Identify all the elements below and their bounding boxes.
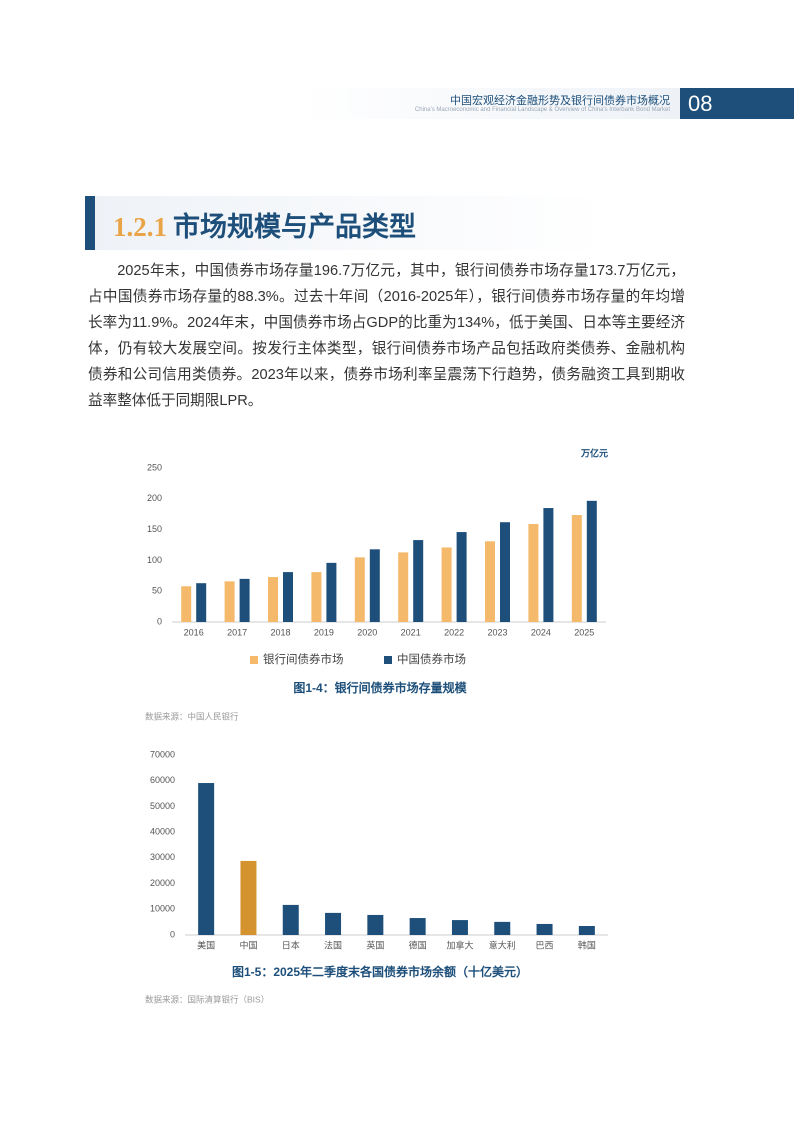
x-tick-label: 2023 (487, 627, 507, 637)
bar (536, 923, 553, 935)
legend-label: 银行间债券市场 (263, 652, 344, 666)
x-tick-label: 加拿大 (446, 939, 473, 950)
y-tick-label: 40000 (150, 827, 175, 837)
bar (578, 926, 595, 935)
header-title: 中国宏观经济金融形势及银行间债券市场概况 (450, 95, 670, 107)
y-tick-label: 20000 (150, 878, 175, 888)
bar (239, 578, 250, 622)
bar (283, 572, 293, 622)
bar (409, 918, 426, 935)
y-tick-label: 50 (152, 586, 162, 596)
section-heading: 1.2.1 市场规模与产品类型 (113, 205, 416, 244)
header-band (300, 88, 680, 119)
bar (311, 572, 322, 622)
bar (198, 783, 215, 935)
y-tick-label: 0 (157, 616, 162, 626)
x-tick-label: 2022 (444, 627, 464, 637)
page-number: 08 (680, 88, 794, 119)
x-tick-label: 意大利 (489, 939, 516, 950)
y-tick-label: 50000 (150, 801, 175, 811)
legend-swatch (384, 656, 392, 664)
paragraph: 2025年末，中国债券市场存量196.7万亿元，其中，银行间债券市场存量173.… (88, 263, 685, 409)
x-tick-label: 巴西 (536, 940, 554, 950)
section-bar (85, 196, 95, 250)
bar (240, 860, 257, 935)
bar (586, 500, 597, 622)
bar (326, 562, 337, 622)
x-tick-label: 英国 (366, 939, 384, 950)
y-tick-label: 100 (147, 555, 162, 565)
bar (494, 921, 511, 935)
bar (282, 904, 299, 935)
x-tick-label: 法国 (324, 939, 342, 950)
chart-caption: 图1-5：2025年二季度末各国债券市场余额（十亿美元） (232, 964, 528, 979)
unit-label: 万亿元 (580, 447, 608, 458)
bar (441, 547, 452, 622)
y-tick-label: 30000 (150, 852, 175, 862)
bar (268, 577, 278, 622)
y-tick-label: 200 (147, 493, 162, 503)
x-tick-label: 2020 (357, 627, 377, 637)
chart-source: 数据来源：国际清算银行（BIS） (145, 994, 269, 1004)
x-tick-label: 2021 (401, 627, 421, 637)
bar (413, 540, 424, 622)
bar (367, 914, 384, 935)
y-tick-label: 60000 (150, 775, 175, 785)
bar (528, 524, 539, 622)
section-background (85, 196, 605, 250)
y-tick-label: 150 (147, 524, 162, 534)
legend-label: 中国债券市场 (397, 652, 466, 666)
section-number: 1.2.1 (113, 212, 167, 242)
chart-caption: 图1-4：银行间债券市场存量规模 (293, 680, 467, 695)
x-tick-label: 美国 (197, 939, 215, 950)
y-tick-label: 10000 (150, 904, 175, 914)
header-subtitle: China's Macroeconomic and Financial Land… (414, 107, 670, 113)
x-tick-label: 德国 (409, 939, 427, 950)
x-tick-label: 2018 (270, 627, 290, 637)
bar (543, 508, 554, 622)
y-tick-label: 0 (170, 929, 175, 939)
x-tick-label: 日本 (282, 939, 300, 950)
x-tick-label: 2025 (574, 627, 594, 637)
chart-source: 数据来源：中国人民银行 (145, 711, 239, 721)
bar (485, 541, 495, 622)
bar (224, 581, 235, 622)
section-title: 市场规模与产品类型 (173, 212, 416, 242)
bar (369, 549, 380, 622)
x-tick-label: 2016 (184, 627, 204, 637)
legend-swatch (250, 656, 258, 664)
bar (456, 532, 467, 622)
x-tick-label: 2017 (227, 627, 247, 637)
bar (196, 583, 207, 622)
bar (451, 920, 468, 935)
bar (325, 912, 342, 935)
bar (500, 522, 510, 622)
bar (398, 552, 409, 622)
x-tick-label: 2019 (314, 627, 334, 637)
bar (354, 557, 365, 622)
bar (571, 515, 582, 622)
bar (181, 586, 192, 622)
y-tick-label: 70000 (150, 749, 175, 759)
x-tick-label: 中国 (239, 939, 257, 950)
y-tick-label: 250 (147, 462, 162, 472)
x-tick-label: 2024 (531, 627, 551, 637)
x-tick-label: 韩国 (578, 939, 596, 950)
